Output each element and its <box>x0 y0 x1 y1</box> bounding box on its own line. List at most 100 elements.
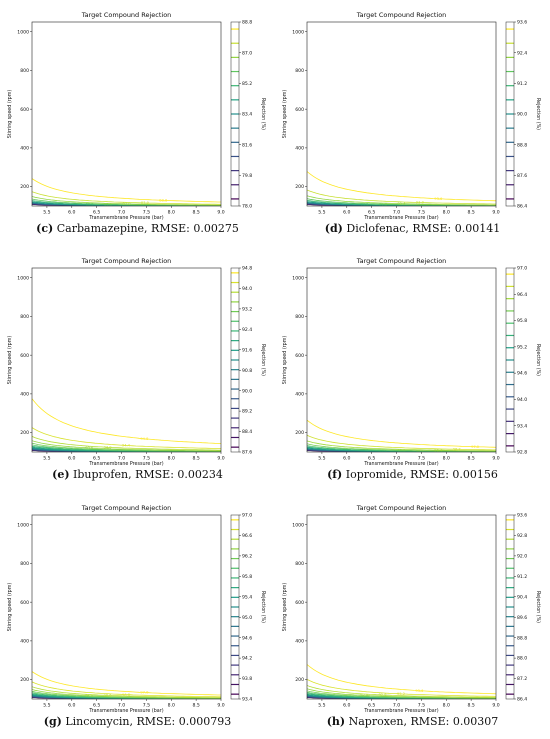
y-tick-label: 200 <box>20 430 29 436</box>
y-axis-label: Stirring speed (rpm) <box>282 583 288 632</box>
colorbar-tick-label: 88.0 <box>517 656 527 662</box>
colorbar-tick-label: 90.0 <box>242 388 252 394</box>
y-axis-label: Stirring speed (rpm) <box>282 336 288 385</box>
colorbar-tick-label: 92.8 <box>517 533 527 539</box>
colorbar-tick-label: 96.6 <box>242 533 252 539</box>
contour-label: 91.8 <box>379 202 388 206</box>
panel-letter: (f) <box>327 468 343 481</box>
panel-caption: (f) Iopromide, RMSE: 0.00156 <box>275 468 550 481</box>
colorbar-tick-label: 86.4 <box>517 697 527 703</box>
x-tick-label: 8.5 <box>192 456 199 462</box>
contour-label: 86.1 <box>104 202 112 206</box>
panel-caption: (d) Diclofenac, RMSE: 0.00141 <box>275 222 550 235</box>
contour-plot: Target Compound Rejection 91.2 91.8 92.4 93.… <box>282 11 541 221</box>
y-tick-label: 600 <box>295 107 304 113</box>
x-tick-label: 8.0 <box>168 456 175 462</box>
x-tick-label: 6.0 <box>343 456 350 462</box>
colorbar-tick-label: 95.2 <box>517 344 527 350</box>
contour-panel-e: Target Compound Rejection 93.6 94.0 94.4 94.… <box>0 246 275 492</box>
x-tick-label: 6.5 <box>368 456 375 462</box>
x-tick-label: 5.5 <box>318 703 325 709</box>
y-axis-label: Stirring speed (rpm) <box>282 90 288 139</box>
y-tick-label: 400 <box>20 391 29 397</box>
x-tick-label: 8.0 <box>168 210 175 216</box>
contour-panel-h: Target Compound Rejection 92.4 92.8 93.2 93.… <box>275 493 550 739</box>
contour-line <box>307 198 496 206</box>
plot-frame <box>306 21 497 207</box>
x-tick-label: 6.0 <box>68 703 75 709</box>
y-tick-label: 200 <box>295 430 304 436</box>
y-axis-label: Stirring speed (rpm) <box>7 90 13 139</box>
contour-plot: Target Compound Rejection 96.4 96.6 96.8 97.… <box>7 504 266 714</box>
contour-line <box>307 419 496 448</box>
panel-caption: (g) Lincomycin, RMSE: 0.000793 <box>0 715 275 728</box>
colorbar-tick-label: 87.2 <box>517 676 527 682</box>
contour-label: 87.9 <box>141 201 150 205</box>
colorbar-tick-label: 91.6 <box>242 347 252 353</box>
y-tick-label: 200 <box>295 184 304 190</box>
colorbar-tick-label: 88.8 <box>517 142 527 148</box>
y-tick-label: 800 <box>295 68 304 74</box>
contour-line <box>307 434 496 451</box>
colorbar-tick-label: 87.6 <box>242 450 252 456</box>
plot-frame <box>31 267 222 453</box>
x-tick-label: 7.5 <box>418 703 425 709</box>
contour-line <box>32 198 221 206</box>
contour-panel-g: Target Compound Rejection 96.4 96.6 96.8 97.… <box>0 493 275 739</box>
contour-panel-d: Target Compound Rejection 91.2 91.8 92.4 93.… <box>275 0 550 246</box>
contour-label: 93.6 <box>85 446 94 450</box>
contour-line <box>32 671 221 696</box>
colorbar-tick-label: 90.4 <box>517 594 527 600</box>
colorbar-label: Rejection (%) <box>535 98 541 130</box>
colorbar-tick-label: 81.6 <box>242 142 252 148</box>
colorbar-tick-label: 97.0 <box>517 266 527 272</box>
colorbar-tick-label: 97.0 <box>242 513 252 519</box>
contour-label: 93.6 <box>434 197 443 201</box>
plot-frame <box>31 514 222 700</box>
contour-plot: Target Compound Rejection 93.6 94.0 94.4 94.… <box>7 257 266 467</box>
y-tick-label: 400 <box>295 145 304 151</box>
colorbar-label: Rejection (%) <box>260 591 266 623</box>
contour-line <box>32 442 221 452</box>
colorbar-tick-label: 89.6 <box>517 615 527 621</box>
x-tick-label: 7.0 <box>118 210 125 216</box>
colorbar-frame <box>230 514 240 700</box>
colorbar-tick-label: 86.4 <box>517 204 527 210</box>
x-axis-label: Transmembrane Pressure (bar) <box>88 461 163 467</box>
x-tick-label: 8.0 <box>443 703 450 709</box>
contour-label: 85.2 <box>86 203 94 207</box>
x-tick-label: 6.5 <box>368 210 375 216</box>
contour-line <box>307 688 496 699</box>
x-axis-label: Transmembrane Pressure (bar) <box>363 461 438 467</box>
y-tick-label: 600 <box>295 600 304 606</box>
colorbar-tick-label: 89.2 <box>242 409 252 415</box>
x-tick-label: 6.0 <box>68 456 75 462</box>
colorbar-tick-label: 94.6 <box>242 635 252 641</box>
colorbar-tick-label: 92.4 <box>242 327 252 333</box>
colorbar-tick-label: 91.2 <box>517 81 527 87</box>
y-tick-label: 1000 <box>17 522 29 528</box>
colorbar-tick-label: 92.0 <box>517 553 527 559</box>
panel-letter: (g) <box>43 715 62 728</box>
contour-label: 88.8 <box>159 199 168 203</box>
contour-line <box>307 440 496 452</box>
contour-label: 97.0 <box>471 445 480 449</box>
contour-label: 93.2 <box>397 692 405 696</box>
x-tick-label: 9.0 <box>492 703 499 709</box>
x-tick-label: 6.5 <box>93 703 100 709</box>
x-tick-label: 7.5 <box>418 210 425 216</box>
x-tick-label: 6.0 <box>68 210 75 216</box>
colorbar-tick-label: 90.8 <box>242 368 252 374</box>
y-axis-label: Stirring speed (rpm) <box>7 583 13 632</box>
x-tick-label: 6.5 <box>368 703 375 709</box>
x-tick-label: 7.0 <box>393 456 400 462</box>
colorbar-label: Rejection (%) <box>535 591 541 623</box>
x-tick-label: 8.5 <box>192 703 199 709</box>
x-tick-label: 6.0 <box>343 703 350 709</box>
y-tick-label: 1000 <box>17 29 29 35</box>
colorbar-tick-label: 95.8 <box>517 318 527 324</box>
y-tick-label: 600 <box>20 107 29 113</box>
colorbar-tick-label: 94.6 <box>517 371 527 377</box>
y-axis-label: Stirring speed (rpm) <box>7 336 13 385</box>
caption-text: Diclofenac, RMSE: 0.00141 <box>342 222 501 235</box>
